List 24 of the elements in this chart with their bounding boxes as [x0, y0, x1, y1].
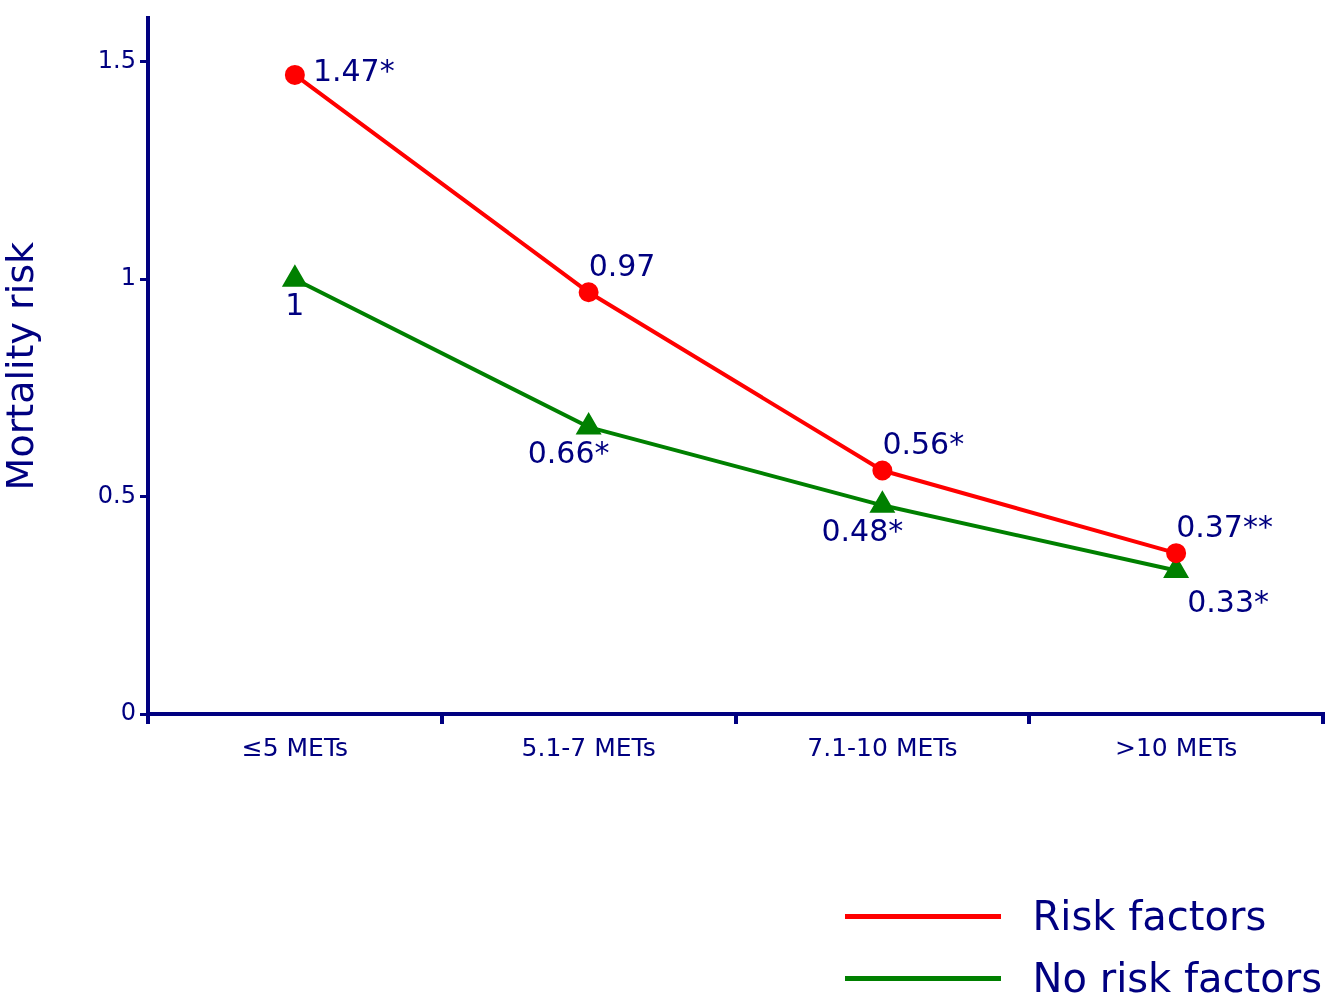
- data-label: 0.97: [588, 248, 656, 284]
- point: [577, 414, 601, 435]
- y-tick-label: 0.5: [97, 480, 136, 509]
- data-label: 0.33*: [1187, 584, 1270, 620]
- x-tick-label: >10 METs: [1115, 732, 1238, 762]
- legend-label: Risk factors: [1032, 893, 1267, 939]
- y-tick-label: 1: [120, 263, 136, 292]
- data-label: 0.37**: [1176, 508, 1273, 544]
- point: [284, 64, 305, 85]
- x-tick-label: 5.1-7 METs: [521, 732, 656, 762]
- x-tick-label: ≤5 METs: [241, 732, 349, 762]
- data-label: 0.56*: [882, 426, 965, 462]
- x-tick-label: 7.1-10 METs: [807, 732, 958, 762]
- data-label: 1: [285, 287, 305, 323]
- data-label: 0.48*: [821, 513, 904, 549]
- point: [578, 282, 599, 303]
- data-label: 1.47*: [312, 52, 395, 88]
- y-tick-label: 1.5: [97, 46, 136, 75]
- point: [870, 492, 894, 513]
- y-axis-title: Mortality risk: [0, 241, 42, 491]
- legend-label: No risk factors: [1032, 955, 1322, 999]
- data-label: 0.66*: [527, 434, 610, 470]
- y-tick-label: 0: [120, 698, 136, 727]
- point: [283, 266, 307, 287]
